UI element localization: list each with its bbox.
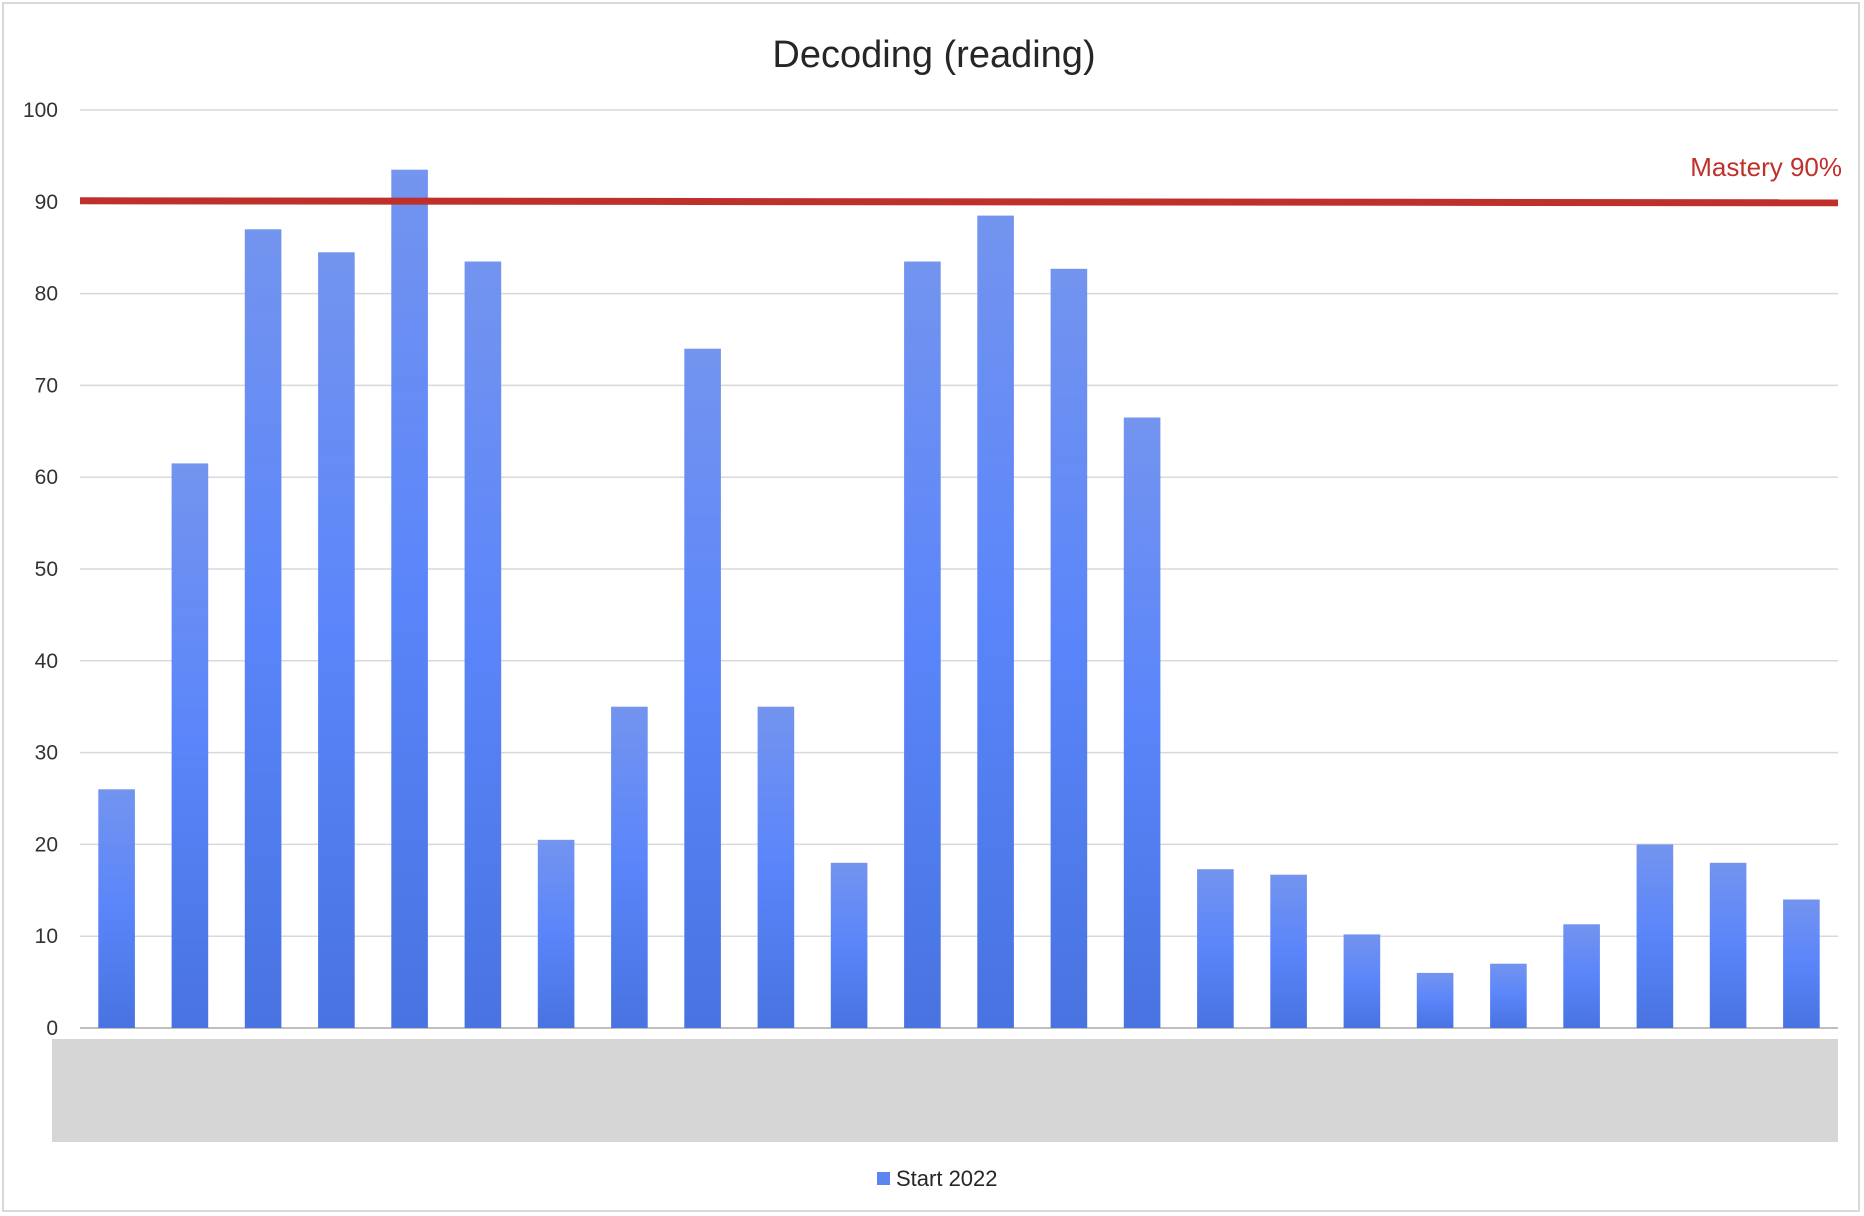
y-tick-label: 0 [46, 1017, 58, 1040]
bar [904, 261, 941, 1028]
y-axis-ticks: 0 10 20 30 40 50 60 70 80 90 100 [23, 99, 58, 1040]
bar [830, 862, 868, 1028]
y-tick-label: 40 [35, 650, 58, 673]
bar [1050, 268, 1088, 1028]
legend-label: Start 2022 [896, 1166, 998, 1191]
y-tick-label: 70 [35, 374, 58, 397]
y-tick-label: 80 [35, 283, 58, 306]
bar [1490, 963, 1527, 1028]
y-tick-label: 100 [23, 99, 58, 122]
mastery-reference-line [79, 197, 1839, 207]
chart-title: Decoding (reading) [772, 34, 1095, 76]
legend-swatch [877, 1172, 890, 1185]
bar [318, 252, 355, 1029]
mastery-reference-label: Mastery 90% [1690, 152, 1842, 182]
y-tick-label: 60 [35, 466, 58, 489]
y-tick-label: 50 [35, 558, 58, 581]
bar [1343, 934, 1381, 1028]
y-tick-label: 20 [35, 833, 58, 856]
bar [1783, 899, 1820, 1028]
bar [1563, 924, 1600, 1028]
bar [611, 706, 648, 1028]
bar [977, 215, 1014, 1029]
bar [464, 261, 502, 1028]
bar [244, 229, 282, 1029]
bar-series [98, 169, 1820, 1029]
y-tick-label: 30 [35, 742, 58, 765]
bar [391, 169, 428, 1028]
bar [1636, 844, 1674, 1028]
bar [98, 789, 135, 1028]
bar [537, 839, 575, 1028]
category-axis-band [52, 1039, 1838, 1142]
bar [1416, 972, 1454, 1028]
bar [1709, 862, 1747, 1028]
bar [757, 706, 795, 1028]
y-tick-label: 90 [35, 191, 58, 214]
bar [1270, 874, 1307, 1028]
bar [1123, 417, 1161, 1028]
bar [684, 348, 721, 1028]
y-tick-label: 10 [35, 925, 58, 948]
bar [1197, 869, 1234, 1028]
chart-canvas: Decoding (reading) 0 10 20 30 40 50 60 70 80 90 10… [23, 34, 1842, 1191]
bar [171, 463, 209, 1028]
